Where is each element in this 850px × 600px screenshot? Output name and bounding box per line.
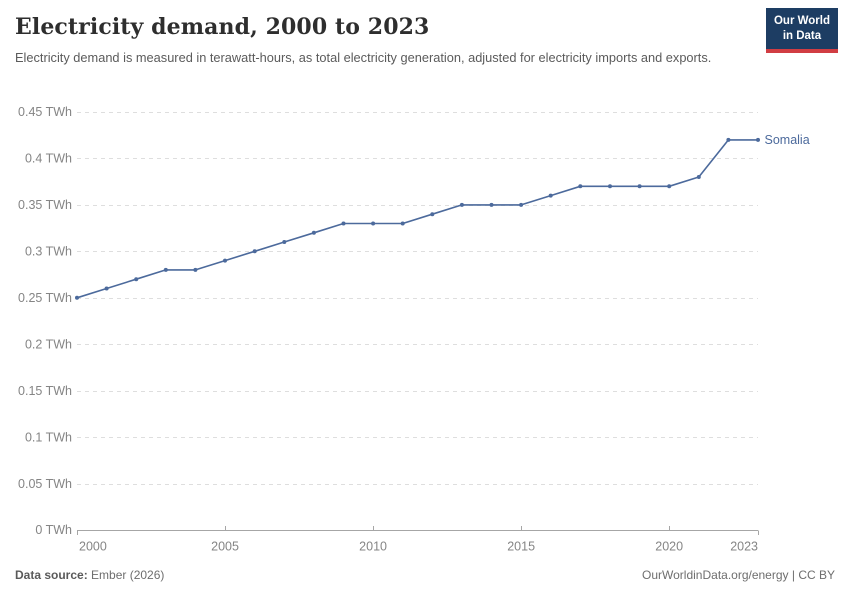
y-tick-label: 0.15 TWh	[18, 384, 72, 398]
data-point[interactable]	[578, 184, 583, 189]
y-tick-label: 0.25 TWh	[18, 291, 72, 305]
data-point[interactable]	[371, 221, 376, 226]
x-axis: 2000 2005 2010 2015 2020 2023	[77, 526, 759, 554]
x-tick-label: 2023	[730, 540, 758, 554]
data-point[interactable]	[400, 221, 405, 226]
data-point[interactable]	[459, 202, 464, 207]
data-point[interactable]	[193, 267, 198, 272]
series-line[interactable]	[76, 139, 759, 299]
data-point[interactable]	[75, 295, 79, 300]
owid-logo[interactable]: Our World in Data	[765, 8, 838, 53]
owid-logo-line1: Our World	[773, 15, 830, 27]
x-tick-label: 2000	[79, 540, 107, 554]
y-axis: 0 TWh 0.05 TWh 0.1 TWh 0.15 TWh 0.2 TWh 0.25 …	[18, 105, 758, 537]
data-point[interactable]	[223, 258, 227, 263]
page-subtitle: Electricity demand is measured in terawa…	[15, 50, 712, 66]
data-point[interactable]	[696, 175, 701, 179]
chart-footer: Data source: Ember (2026) OurWorldinData…	[15, 568, 835, 582]
y-tick-label: 0.35 TWh	[18, 198, 72, 212]
data-point[interactable]	[637, 184, 642, 189]
data-point[interactable]	[282, 240, 287, 244]
x-tick-label: 2005	[211, 540, 239, 554]
chart-header: Electricity demand, 2000 to 2023 Electri…	[15, 8, 838, 68]
owid-logo-line2: in Data	[782, 29, 822, 42]
y-tick-label: 0.4 TWh	[25, 152, 72, 166]
x-tick-label: 2020	[655, 540, 683, 554]
data-point[interactable]	[726, 137, 731, 142]
data-point[interactable]	[311, 230, 316, 235]
data-source-label: Data source:	[15, 568, 88, 582]
data-point[interactable]	[756, 137, 760, 142]
data-point[interactable]	[548, 193, 553, 198]
data-point[interactable]	[163, 267, 168, 272]
data-point[interactable]	[104, 286, 109, 291]
y-tick-label: 0.2 TWh	[25, 337, 72, 351]
x-tick-label: 2010	[359, 540, 387, 554]
series-somalia: Somalia	[75, 133, 810, 300]
y-tick-label: 0.3 TWh	[25, 245, 72, 259]
x-tick-label: 2015	[507, 540, 535, 554]
data-point[interactable]	[667, 184, 672, 189]
page-title: Electricity demand, 2000 to 2023	[15, 14, 430, 40]
data-source-note: Data source: Ember (2026)	[15, 568, 164, 582]
owid-credit-link[interactable]: OurWorldinData.org/energy | CC BY	[642, 568, 835, 582]
data-source-value: Ember (2026)	[87, 568, 165, 582]
data-point[interactable]	[519, 202, 524, 207]
y-tick-label: 0.45 TWh	[18, 105, 72, 119]
series-end-label[interactable]: Somalia	[765, 133, 810, 147]
y-tick-label: 0.05 TWh	[18, 477, 72, 491]
data-point[interactable]	[489, 202, 494, 207]
data-point[interactable]	[341, 221, 346, 226]
data-point[interactable]	[430, 212, 435, 217]
data-point[interactable]	[252, 249, 257, 254]
data-point[interactable]	[608, 184, 612, 189]
data-point[interactable]	[134, 277, 139, 282]
y-tick-label: 0 TWh	[35, 523, 72, 537]
y-tick-label: 0.1 TWh	[25, 430, 72, 444]
